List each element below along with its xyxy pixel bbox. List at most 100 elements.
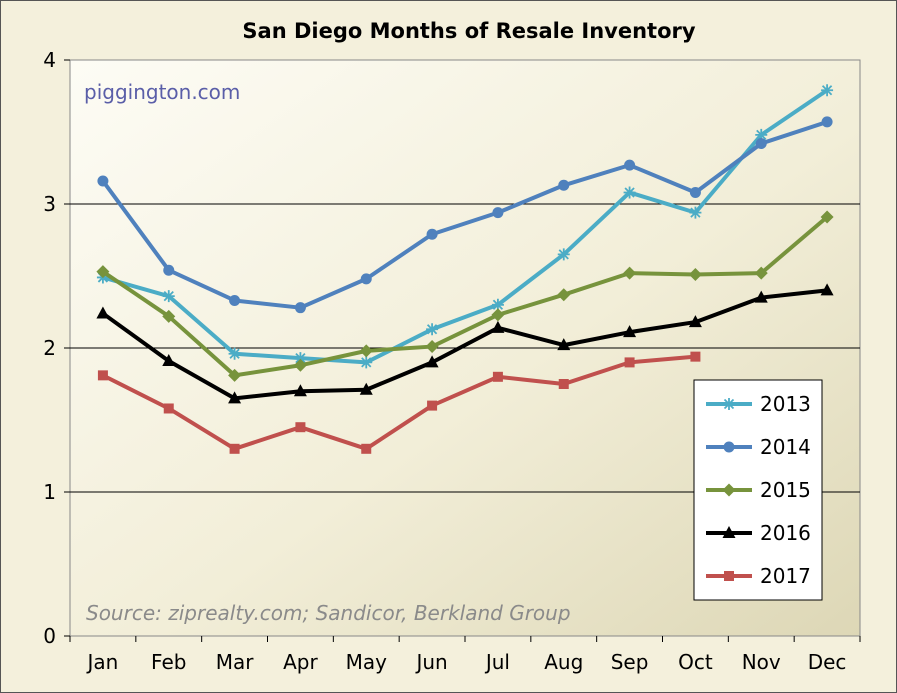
data-point-2015: [557, 288, 571, 302]
x-tick-label: Jun: [414, 650, 447, 674]
data-point-2015: [359, 344, 373, 358]
watermark-text: piggington.com: [84, 80, 240, 104]
data-point-2013: [491, 298, 504, 311]
data-point-2013: [294, 352, 307, 365]
y-tick-label: 1: [43, 480, 56, 504]
legend-item-2013: 2013: [706, 392, 811, 416]
legend-label: 2015: [760, 478, 811, 502]
data-point-2015: [491, 308, 505, 322]
data-point-2015: [228, 368, 242, 382]
data-point-2015: [96, 265, 110, 279]
legend-label: 2014: [760, 435, 811, 459]
source-note: Source: ziprealty.com; Sandicor, Berklan…: [86, 601, 571, 625]
data-point-2013: [755, 128, 768, 141]
data-point-2015: [162, 309, 176, 323]
legend-marker: [722, 483, 736, 497]
y-tick-label: 2: [43, 336, 56, 360]
data-point-2014: [689, 186, 701, 198]
legend: 2013 2014 2015 2016 2017: [693, 379, 823, 601]
data-point-2016: [162, 353, 176, 366]
legend-label: 2016: [760, 521, 811, 545]
legend-marker: [723, 398, 735, 410]
y-tick-label: 3: [43, 192, 56, 216]
x-tick-label: Feb: [151, 650, 186, 674]
data-point-2017: [492, 371, 503, 382]
data-point-2016: [754, 290, 768, 303]
data-point-2015: [293, 358, 307, 372]
legend-item-2017: 2017: [706, 564, 811, 588]
data-point-2015: [820, 210, 834, 224]
data-point-2014: [821, 116, 833, 128]
data-point-2014: [426, 228, 438, 240]
series-line-2017: [102, 354, 696, 451]
data-point-2014: [360, 273, 372, 285]
data-point-2017: [295, 422, 306, 433]
x-tick-label: Mar: [216, 650, 255, 674]
data-point-2016: [557, 338, 571, 351]
legend-marker: [723, 441, 735, 453]
x-tick-label: Apr: [283, 650, 318, 674]
data-point-2016: [425, 355, 439, 368]
x-tick-label: Nov: [742, 650, 781, 674]
legend-item-2016: 2016: [706, 521, 811, 545]
data-point-2013: [426, 323, 439, 336]
data-point-2017: [558, 379, 569, 389]
data-point-2017: [690, 351, 701, 362]
legend-label: 2017: [760, 564, 811, 588]
data-point-2014: [624, 159, 636, 171]
x-tick-label: Oct: [678, 650, 713, 674]
legend-item-2014: 2014: [706, 435, 811, 459]
data-point-2014: [492, 207, 504, 219]
data-point-2017: [97, 370, 108, 381]
data-point-2015: [623, 266, 637, 280]
data-point-2013: [162, 290, 175, 303]
data-point-2017: [427, 400, 438, 411]
data-point-2013: [689, 206, 702, 219]
legend-marker: [722, 526, 736, 538]
y-tick-label: 0: [43, 624, 56, 648]
data-point-2013: [557, 248, 570, 261]
x-tick-label: Aug: [544, 650, 583, 674]
series-line-2014: [101, 120, 828, 310]
data-point-2017: [361, 443, 372, 454]
series-2015: [96, 210, 834, 382]
legend-marker: [724, 571, 734, 581]
data-point-2014: [163, 264, 175, 276]
data-point-2014: [294, 302, 306, 314]
data-point-2016: [96, 306, 110, 319]
data-point-2016: [688, 315, 702, 328]
legend-label: 2013: [760, 392, 811, 416]
series-2017: [97, 351, 701, 454]
data-point-2016: [228, 391, 242, 404]
x-tick-label: Jan: [85, 650, 118, 674]
series-2014: [97, 116, 833, 314]
data-point-2013: [360, 356, 373, 369]
chart-title: San Diego Months of Resale Inventory: [242, 19, 695, 43]
data-point-2013: [228, 347, 241, 360]
x-tick-label: Dec: [808, 650, 847, 674]
data-point-2015: [425, 340, 439, 354]
y-tick-label: 4: [43, 48, 56, 72]
data-point-2013: [623, 186, 636, 199]
data-point-2016: [293, 384, 307, 397]
series-line-2016: [101, 288, 828, 401]
series-2013: [96, 84, 834, 369]
series-2016: [96, 283, 834, 404]
data-point-2014: [755, 138, 767, 150]
data-point-2016: [359, 382, 373, 395]
data-point-2014: [97, 175, 109, 187]
data-point-2016: [820, 283, 834, 296]
data-point-2017: [163, 403, 174, 414]
x-tick-label: Sep: [611, 650, 649, 674]
legend-item-2015: 2015: [706, 478, 811, 502]
data-point-2015: [754, 266, 768, 280]
data-point-2014: [229, 294, 241, 306]
data-point-2016: [491, 320, 505, 333]
data-point-2016: [623, 325, 637, 338]
x-tick-label: Jul: [484, 650, 510, 674]
data-point-2017: [624, 357, 635, 368]
data-point-2015: [688, 268, 702, 282]
series-line-2013: [102, 88, 829, 365]
data-point-2013: [821, 84, 834, 97]
